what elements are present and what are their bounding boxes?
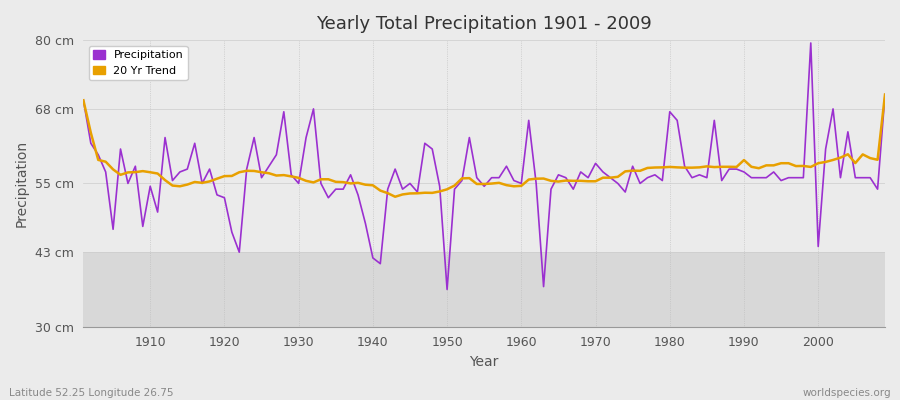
Text: worldspecies.org: worldspecies.org (803, 388, 891, 398)
Title: Yearly Total Precipitation 1901 - 2009: Yearly Total Precipitation 1901 - 2009 (316, 15, 652, 33)
Text: Latitude 52.25 Longitude 26.75: Latitude 52.25 Longitude 26.75 (9, 388, 174, 398)
Y-axis label: Precipitation: Precipitation (15, 140, 29, 227)
X-axis label: Year: Year (470, 355, 499, 369)
Legend: Precipitation, 20 Yr Trend: Precipitation, 20 Yr Trend (89, 46, 187, 80)
Bar (84, 252, 885, 327)
